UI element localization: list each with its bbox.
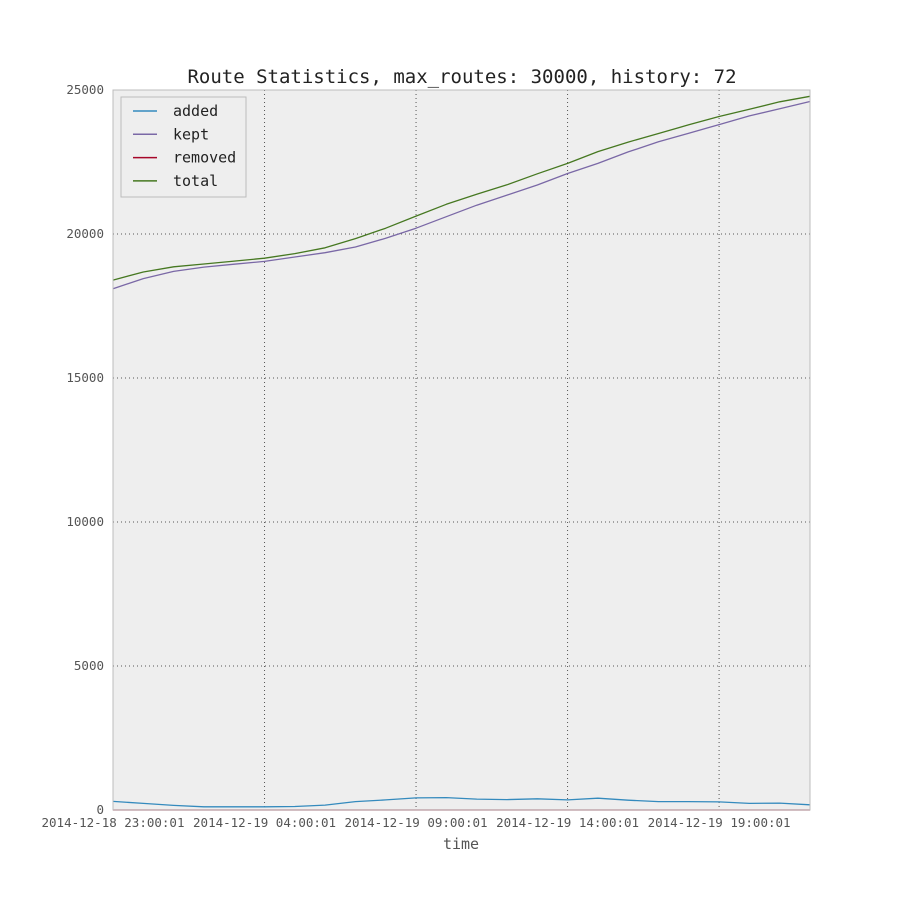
legend-label-kept: kept [173, 125, 209, 143]
legend-label-removed: removed [173, 149, 236, 167]
x-tick-label: 2014-12-19 19:00:01 [648, 815, 791, 830]
x-axis-ticks: 2014-12-18 23:00:01 2014-12-19 04:00:01 20… [42, 815, 791, 830]
plot-frame [112, 89, 811, 811]
grid-lines [113, 90, 810, 810]
y-tick-label: 20000 [66, 226, 104, 241]
x-axis-label: time [443, 835, 479, 853]
series-line-added [112, 796, 811, 808]
y-tick-label: 10000 [66, 514, 104, 529]
y-tick-label: 25000 [66, 82, 104, 97]
legend-label-total: total [173, 172, 218, 190]
x-tick-label: 2014-12-18 23:00:01 [42, 815, 185, 830]
x-tick-label: 2014-12-19 04:00:01 [193, 815, 336, 830]
x-tick-label: 2014-12-19 09:00:01 [345, 815, 488, 830]
y-tick-label: 5000 [74, 658, 104, 673]
chart-title: Route Statistics, max_routes: 30000, his… [187, 66, 736, 88]
series-line-total [112, 95, 811, 281]
legend: added kept removed total [120, 96, 247, 198]
legend-label-added: added [173, 102, 218, 120]
x-tick-label: 2014-12-19 14:00:01 [496, 815, 639, 830]
y-tick-label: 0 [96, 802, 104, 817]
y-axis-ticks: 0 5000 10000 15000 20000 25000 [66, 82, 104, 817]
plot-area [113, 90, 810, 810]
series-line-kept [112, 100, 811, 290]
y-tick-label: 15000 [66, 370, 104, 385]
